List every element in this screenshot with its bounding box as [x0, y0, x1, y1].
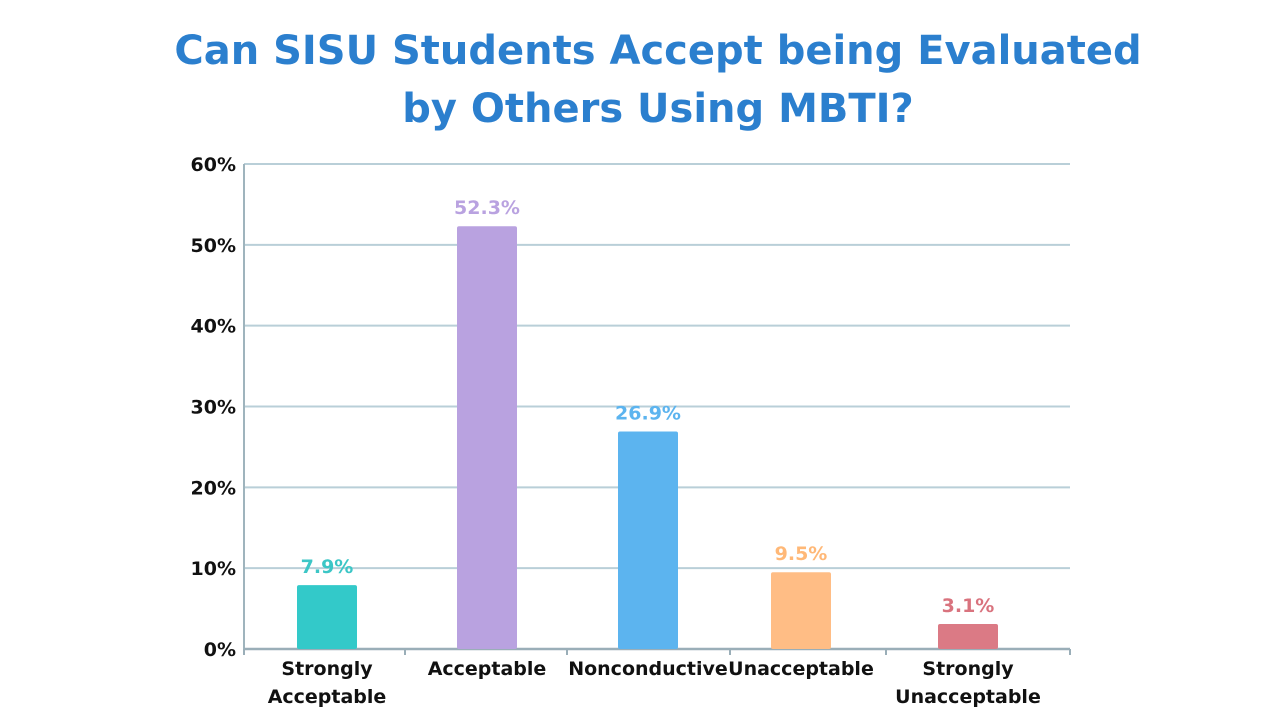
x-category-label: Acceptable: [268, 686, 387, 708]
y-tick-label: 60%: [191, 154, 236, 176]
chart-title-line-1: Can SISU Students Accept being Evaluated: [174, 28, 1142, 74]
x-category-label: Strongly: [281, 658, 373, 680]
x-category-label: Acceptable: [428, 658, 547, 680]
chart-title: Can SISU Students Accept being Evaluated…: [0, 22, 1280, 138]
data-label: 26.9%: [615, 403, 681, 425]
x-category-label: Nonconductive: [568, 658, 728, 680]
y-tick-label: 0%: [204, 639, 236, 661]
bar: [938, 623, 998, 649]
y-tick-label: 50%: [191, 235, 236, 257]
y-tick-label: 10%: [191, 558, 236, 580]
y-tick-label: 40%: [191, 316, 236, 338]
x-category-label: Unacceptable: [728, 658, 874, 680]
x-category-label: Unacceptable: [895, 686, 1041, 708]
bar: [457, 226, 517, 649]
bar: [297, 585, 357, 649]
data-label: 9.5%: [775, 543, 828, 565]
chart-title-line-2: by Others Using MBTI?: [402, 86, 914, 132]
x-axis-categories: Strongly Acceptable Acceptable Nonconductiv…: [268, 658, 1041, 708]
data-label: 52.3%: [454, 197, 520, 219]
data-label: 7.9%: [301, 556, 354, 578]
y-tick-label: 20%: [191, 477, 236, 499]
y-tick-label: 30%: [191, 397, 236, 419]
data-label: 3.1%: [942, 595, 995, 617]
x-category-label: Strongly: [922, 658, 1014, 680]
bar: [771, 572, 831, 649]
bar: [618, 431, 678, 649]
bars: [297, 226, 998, 649]
y-axis-ticks: 0% 10% 20% 30% 40% 50% 60%: [191, 154, 236, 661]
data-labels: 7.9% 52.3% 26.9% 9.5% 3.1%: [301, 197, 995, 617]
